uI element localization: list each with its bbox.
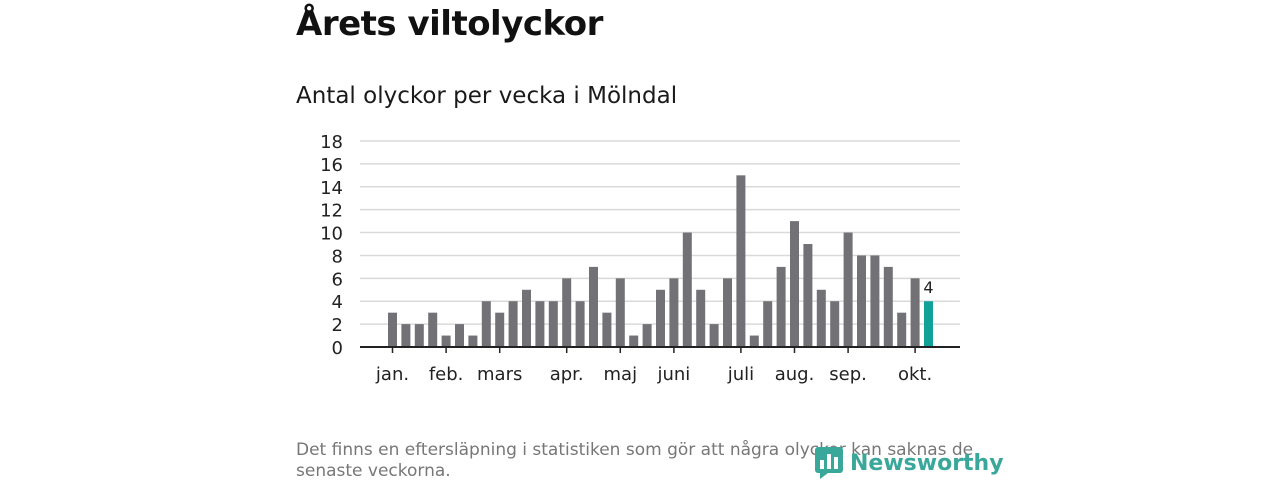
x-tick-label: jan. bbox=[375, 364, 409, 385]
x-tick-label: feb. bbox=[429, 364, 464, 385]
bar bbox=[816, 289, 826, 347]
bar bbox=[548, 301, 558, 347]
bar bbox=[910, 278, 920, 347]
x-tick-label: aug. bbox=[775, 364, 815, 385]
data-labels: 4 bbox=[923, 278, 933, 297]
bar bbox=[589, 266, 598, 347]
bar bbox=[401, 324, 411, 347]
data-label: 4 bbox=[923, 278, 933, 297]
newsworthy-logo-text: Newsworthy bbox=[850, 450, 1004, 476]
x-tick-label: sep. bbox=[829, 364, 867, 385]
bar bbox=[749, 335, 759, 347]
y-tick-label: 18 bbox=[320, 132, 343, 153]
x-tick-label: maj bbox=[604, 364, 638, 385]
newsworthy-logo: Newsworthy bbox=[814, 446, 1004, 480]
bar bbox=[414, 324, 424, 347]
y-tick-label: 0 bbox=[332, 338, 343, 359]
bar bbox=[669, 278, 679, 347]
x-axis: jan. feb. mars apr. maj juni juli aug. sep. okt. bbox=[360, 346, 960, 385]
x-tick-label: juli bbox=[727, 364, 754, 385]
bars bbox=[388, 175, 933, 347]
bar bbox=[615, 278, 625, 347]
bar bbox=[495, 312, 505, 347]
bar bbox=[575, 301, 585, 347]
bar bbox=[428, 312, 438, 347]
x-tick-label: mars bbox=[477, 364, 522, 385]
bar bbox=[723, 278, 732, 347]
bar bbox=[763, 301, 773, 347]
bar bbox=[709, 324, 719, 347]
y-tick-label: 8 bbox=[332, 246, 343, 267]
bar bbox=[535, 301, 545, 347]
y-tick-label: 14 bbox=[320, 178, 343, 199]
bar bbox=[830, 301, 840, 347]
bar bbox=[508, 301, 518, 347]
bar bbox=[883, 266, 893, 347]
chart-subtitle: Antal olyckor per vecka i Mölndal bbox=[296, 83, 678, 109]
bar bbox=[562, 278, 572, 347]
y-tick-label: 12 bbox=[320, 201, 343, 222]
bar bbox=[736, 175, 746, 347]
newsworthy-logo-icon bbox=[815, 447, 843, 479]
bar bbox=[682, 232, 692, 347]
bar bbox=[468, 335, 478, 347]
bar bbox=[843, 232, 853, 347]
bar bbox=[441, 335, 451, 347]
bar bbox=[455, 324, 464, 347]
bar bbox=[803, 244, 813, 347]
bar bbox=[522, 289, 531, 347]
y-tick-label: 4 bbox=[332, 292, 343, 313]
bar bbox=[870, 255, 880, 347]
bar bbox=[696, 289, 706, 347]
bar bbox=[642, 324, 652, 347]
y-tick-label: 2 bbox=[332, 315, 343, 336]
bar bbox=[857, 255, 866, 347]
bar bbox=[897, 312, 907, 347]
footnote: Det finns en eftersläpning i statistiken… bbox=[296, 440, 974, 481]
bar bbox=[776, 266, 786, 347]
bar bbox=[388, 312, 397, 347]
y-tick-label: 10 bbox=[320, 224, 343, 245]
x-tick-label: okt. bbox=[898, 364, 932, 385]
x-tick-label: apr. bbox=[550, 364, 584, 385]
bar bbox=[656, 289, 665, 347]
bar-highlight bbox=[924, 301, 933, 347]
bar bbox=[481, 301, 491, 347]
y-tick-label: 16 bbox=[320, 155, 343, 176]
chart-title: Årets viltolyckor bbox=[296, 4, 603, 44]
bar bbox=[790, 221, 799, 347]
y-tick-label: 6 bbox=[332, 269, 343, 290]
bar bbox=[602, 312, 612, 347]
x-tick-label: juni bbox=[656, 364, 690, 385]
bar bbox=[629, 335, 639, 347]
